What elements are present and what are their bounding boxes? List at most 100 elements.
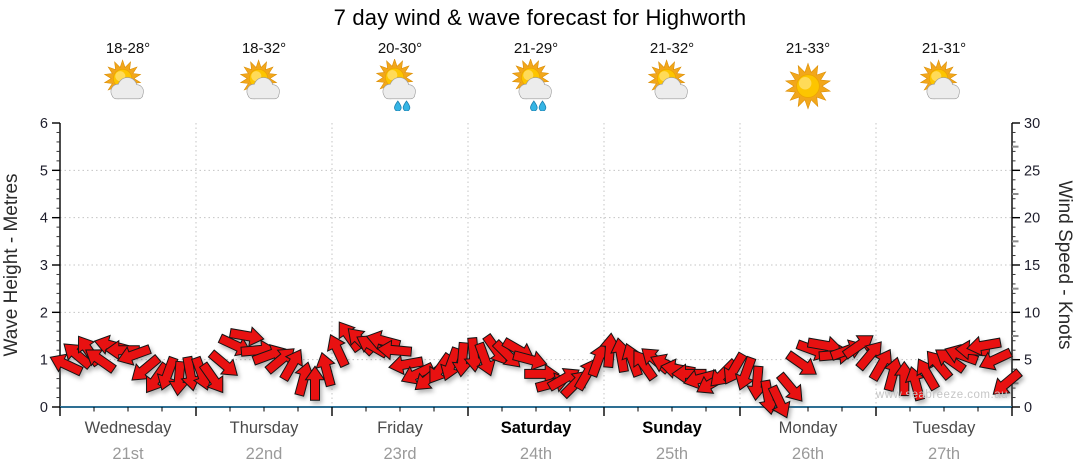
wind-arrow [785, 350, 817, 375]
forecast-day-wednesday: 18-28° [102, 40, 154, 111]
wind-arrow [734, 355, 757, 391]
wind-arrow [966, 335, 1002, 357]
wind-arrow [671, 363, 707, 385]
wind-axis-tick: 5 [1024, 353, 1032, 369]
wind-arrow [978, 347, 1013, 371]
temperature-range: 18-28° [105, 40, 151, 57]
day-label-friday: Friday 23rd [377, 419, 423, 464]
day-date: 26th [791, 445, 825, 463]
partly-cloudy-icon [647, 59, 688, 100]
temperature-range: 21-33° [785, 40, 831, 57]
forecast-day-thursday: 18-32° [238, 40, 290, 111]
wind-arrow [279, 348, 303, 383]
wind-arrow [104, 339, 140, 361]
day-date: 22nd [245, 445, 283, 463]
wave-axis-tick: 2 [40, 305, 48, 321]
wind-arrow [855, 341, 882, 372]
wind-arrow [131, 354, 162, 381]
showers-icon [511, 59, 552, 111]
wind-arrow [376, 339, 413, 361]
wave-axis-tick: 4 [40, 211, 48, 227]
day-label-tuesday: Tuesday 27th [913, 419, 976, 464]
chart-title: 7 day wind & wave forecast for Highworth [333, 5, 747, 30]
day-date: 27th [927, 445, 961, 463]
forecast-day-monday: 21-33° [782, 40, 834, 111]
day-name: Tuesday [912, 419, 976, 437]
day-name: Sunday [642, 419, 702, 437]
wind-axis-tick: 0 [1024, 400, 1032, 416]
forecast-day-tuesday: 21-31° [918, 40, 970, 111]
wind-axis-tick: 10 [1024, 305, 1040, 321]
wave-axis-tick: 1 [40, 353, 48, 369]
day-name: Wednesday [84, 419, 172, 437]
wind-arrow [365, 329, 402, 351]
day-name: Monday [778, 419, 838, 437]
wind-arrow [868, 348, 893, 383]
day-label-wednesday: Wednesday 21st [85, 419, 172, 464]
day-label-saturday: Saturday 24th [501, 419, 572, 464]
wind-axis-tick: 15 [1024, 258, 1040, 274]
temperature-range: 21-29° [513, 40, 559, 57]
day-name: Friday [377, 419, 423, 437]
wave-axis-tick: 3 [40, 258, 48, 274]
right-axis-title: Wind Speed - Knots [1054, 181, 1075, 350]
temperature-range: 21-31° [921, 40, 967, 57]
wind-arrow [168, 360, 190, 397]
wind-arrow [400, 361, 435, 385]
wind-arrow [916, 358, 941, 392]
day-label-sunday: Sunday 25th [642, 419, 702, 464]
wind-arrow [474, 341, 496, 377]
wind-arrow [883, 356, 904, 393]
wind-arrow [85, 349, 117, 374]
wind-arrow [326, 334, 350, 369]
wind-arrow [893, 360, 915, 397]
temperature-range: 21-32° [649, 40, 695, 57]
wind-arrow [388, 354, 424, 376]
wave-axis-tick: 6 [40, 116, 48, 132]
day-date: 21st [112, 445, 144, 463]
partly-cloudy-icon [919, 59, 960, 100]
wind-arrow [599, 332, 621, 369]
left-axis-title: Wave Height - Metres [1, 173, 22, 356]
wind-axis-tick: 30 [1024, 116, 1040, 132]
temperature-range: 20-30° [377, 40, 423, 57]
forecast-day-saturday: 21-29° [510, 40, 562, 111]
wind-arrow [683, 369, 719, 390]
wind-axis-tick: 20 [1024, 211, 1040, 227]
wind-axis-tick: 25 [1024, 163, 1040, 179]
day-name: Thursday [229, 419, 299, 437]
temperature-range: 18-32° [241, 40, 287, 57]
wind-arrow [775, 371, 803, 402]
wind-arrow [926, 350, 954, 382]
forecast-day-sunday: 21-32° [646, 40, 698, 111]
wind-arrow [610, 337, 631, 374]
day-label-thursday: Thursday 22nd [230, 419, 299, 464]
wind-arrow [315, 351, 336, 388]
wind-arrow [841, 335, 874, 360]
day-name: Saturday [500, 419, 572, 437]
wind-arrow [116, 344, 152, 366]
watermark: www.seabreeze.com.au [875, 389, 1008, 401]
wind-arrow [207, 349, 238, 376]
wind-arrow [767, 384, 791, 419]
wave-axis-tick: 5 [40, 163, 48, 179]
wind-arrow [228, 326, 265, 347]
wind-arrow [440, 346, 462, 382]
wind-arrow [633, 349, 658, 382]
wind-arrow-band [49, 321, 1023, 419]
partly-cloudy-icon [239, 59, 280, 100]
day-date: 24th [519, 445, 553, 463]
wind-arrow [451, 341, 473, 378]
partly-cloudy-icon [103, 59, 144, 100]
wind-arrow [304, 365, 326, 401]
day-date: 25th [655, 445, 689, 463]
wind-arrow [992, 368, 1023, 395]
sunny-icon [784, 62, 832, 110]
day-date: 23rd [383, 445, 417, 463]
forecast-day-friday: 20-30° [374, 40, 426, 111]
day-label-monday: Monday 26th [779, 419, 838, 464]
wind-arrow [512, 350, 548, 371]
wave-axis-tick: 0 [40, 400, 48, 416]
wind-arrow [935, 349, 967, 374]
